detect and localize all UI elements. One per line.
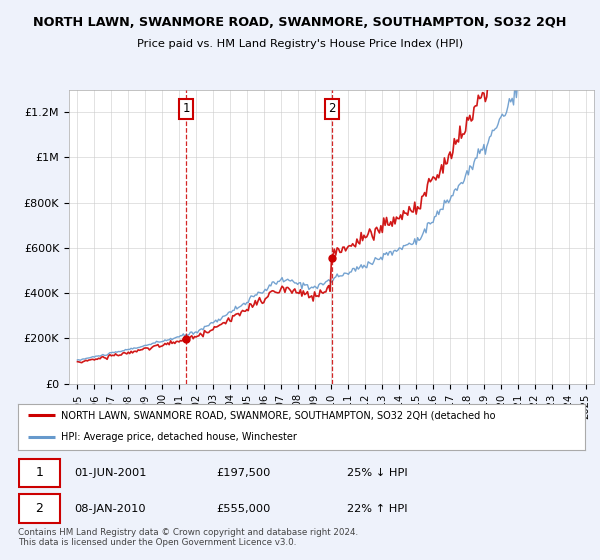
Text: 25% ↓ HPI: 25% ↓ HPI bbox=[347, 468, 407, 478]
Text: HPI: Average price, detached house, Winchester: HPI: Average price, detached house, Winc… bbox=[61, 432, 296, 442]
Text: Price paid vs. HM Land Registry's House Price Index (HPI): Price paid vs. HM Land Registry's House … bbox=[137, 39, 463, 49]
Text: £197,500: £197,500 bbox=[217, 468, 271, 478]
Text: 1: 1 bbox=[182, 102, 190, 115]
Text: 01-JUN-2001: 01-JUN-2001 bbox=[75, 468, 147, 478]
Text: NORTH LAWN, SWANMORE ROAD, SWANMORE, SOUTHAMPTON, SO32 2QH (detached ho: NORTH LAWN, SWANMORE ROAD, SWANMORE, SOU… bbox=[61, 410, 495, 420]
Text: Contains HM Land Registry data © Crown copyright and database right 2024.
This d: Contains HM Land Registry data © Crown c… bbox=[18, 528, 358, 547]
FancyBboxPatch shape bbox=[19, 459, 60, 487]
FancyBboxPatch shape bbox=[19, 494, 60, 523]
Text: NORTH LAWN, SWANMORE ROAD, SWANMORE, SOUTHAMPTON, SO32 2QH: NORTH LAWN, SWANMORE ROAD, SWANMORE, SOU… bbox=[34, 16, 566, 29]
Text: £555,000: £555,000 bbox=[217, 504, 271, 514]
Text: 2: 2 bbox=[35, 502, 43, 515]
Text: 22% ↑ HPI: 22% ↑ HPI bbox=[347, 504, 407, 514]
Text: 1: 1 bbox=[35, 466, 43, 479]
Text: 08-JAN-2010: 08-JAN-2010 bbox=[75, 504, 146, 514]
Text: 2: 2 bbox=[328, 102, 336, 115]
